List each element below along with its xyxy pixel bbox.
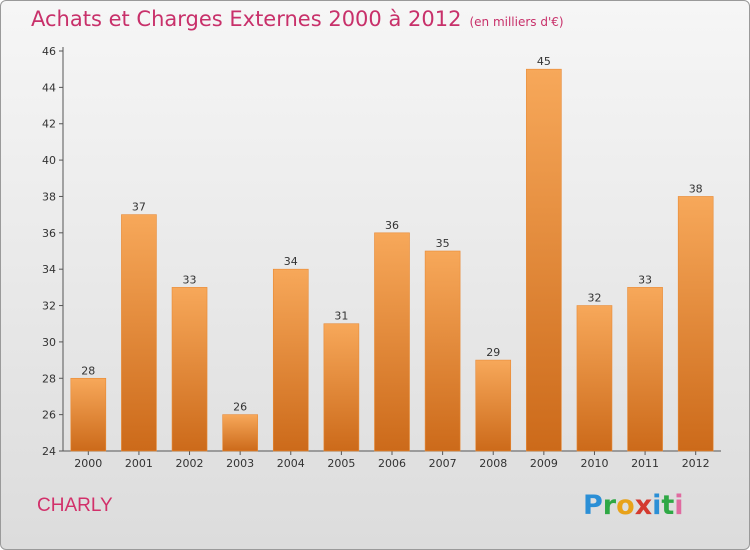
x-tick-label: 2006 [378,457,406,470]
x-tick-label: 2005 [327,457,355,470]
chart-title: Achats et Charges Externes 2000 à 2012 (e… [31,7,564,31]
x-tick-label: 2008 [479,457,507,470]
y-tick-label: 38 [42,190,56,203]
bar-2002 [171,287,208,452]
bar-value-label: 45 [537,55,551,68]
y-tick-label: 46 [42,45,56,58]
x-tick-label: 2002 [176,457,204,470]
bar-2006 [374,232,410,452]
x-tick-label: 2003 [226,457,254,470]
bar-2000 [70,377,107,452]
bar-value-label: 33 [638,273,652,286]
bar-2003 [222,414,258,452]
bar-2010 [576,305,613,452]
bar-2007 [424,250,461,452]
bar-value-label: 31 [334,310,348,323]
x-tick-label: 2004 [277,457,305,470]
commune-name: CHARLY [37,495,113,516]
y-tick-label: 34 [42,263,56,276]
chart-title-text: Achats et Charges Externes 2000 à 2012 [31,7,462,31]
axes: 24 26 28 30 32 34 36 38 40 42 44 46 [42,45,721,458]
y-tick-label: 44 [42,81,56,94]
bar-value-label: 38 [689,182,703,195]
x-tick-label: 2011 [631,457,659,470]
y-tick-label: 36 [42,227,56,240]
bar-2012 [677,196,714,452]
y-tick-label: 26 [42,409,56,422]
labels: 28 2000 37 2001 33 2002 26 2003 34 2004 31 2005 36 20… [74,55,709,470]
chart-unit: (en milliers d'€) [469,15,564,29]
x-tick-label: 2010 [580,457,608,470]
bar-value-label: 35 [436,237,450,250]
bar-2005 [323,323,360,452]
x-tick-label: 2009 [530,457,558,470]
y-tick-label: 32 [42,300,56,313]
bar-value-label: 28 [81,364,95,377]
bars [70,68,714,452]
x-tick-label: 2000 [74,457,102,470]
bar-value-label: 33 [183,273,197,286]
bar-2001 [121,214,157,452]
y-tick-label: 30 [42,336,56,349]
bar-value-label: 26 [233,401,247,414]
bar-value-label: 29 [486,346,500,359]
bar-value-label: 32 [587,292,601,305]
y-tick-label: 24 [42,445,56,458]
y-tick-label: 42 [42,118,56,131]
bar-value-label: 34 [284,255,298,268]
x-tick-label: 2012 [682,457,710,470]
bar-value-label: 36 [385,219,399,232]
bar-value-label: 37 [132,201,146,214]
x-tick-label: 2007 [429,457,457,470]
bar-2011 [627,287,663,452]
bar-2009 [526,68,562,452]
y-tick-label: 40 [42,154,56,167]
bar-2008 [475,359,512,452]
proxiti-logo: Proxiti [583,490,684,521]
y-tick-label: 28 [42,372,56,385]
bar-2004 [272,268,309,452]
x-tick-label: 2001 [125,457,153,470]
